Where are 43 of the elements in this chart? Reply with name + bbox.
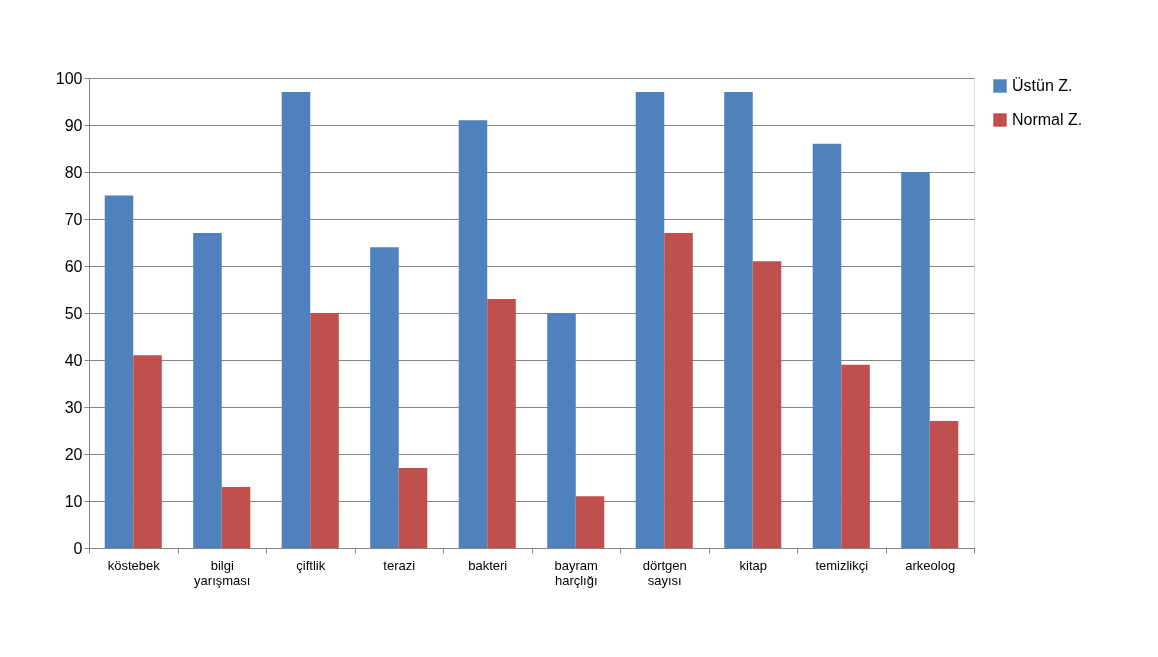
y-tick-label: 70 <box>64 210 83 228</box>
x-tick-label: terazi <box>383 557 416 573</box>
bar <box>724 92 753 548</box>
x-tick-label: bakteri <box>468 557 508 573</box>
bar <box>664 233 693 548</box>
bar <box>547 313 576 548</box>
y-tick-label: 30 <box>64 398 83 416</box>
bar <box>104 195 134 548</box>
bar <box>812 143 842 548</box>
bar <box>752 261 782 548</box>
y-tick-label: 10 <box>64 492 83 510</box>
y-tick-label: 60 <box>64 257 83 275</box>
legend-label: Normal Z. <box>1012 111 1083 128</box>
y-tick-label: 90 <box>64 116 83 134</box>
legend-label: Üstün Z. <box>1012 77 1073 94</box>
y-tick-label: 0 <box>73 539 83 557</box>
bar <box>841 364 870 548</box>
bar <box>221 486 251 548</box>
x-tick-label: arkeolog <box>905 557 956 573</box>
bar <box>398 468 428 548</box>
bar <box>575 496 605 548</box>
bar <box>281 92 311 548</box>
bar <box>458 120 488 548</box>
bar <box>193 233 222 548</box>
x-tick-label: köstebek <box>107 557 161 573</box>
bar <box>370 247 399 548</box>
bar <box>310 313 339 548</box>
y-tick-label: 40 <box>64 351 83 369</box>
bar <box>901 172 930 548</box>
x-tick-label: temizlikçi <box>815 557 869 573</box>
bar <box>635 92 665 548</box>
y-tick-label: 50 <box>64 304 83 322</box>
x-tick-label: bayram harçlığı <box>554 557 598 588</box>
bar <box>133 355 162 548</box>
x-tick-label: dörtgen sayısı <box>642 557 687 588</box>
x-tick-label: kitap <box>739 557 767 573</box>
x-tick-label: çiftlik <box>296 557 326 573</box>
x-tick-label: bilgi yarışması <box>194 557 251 588</box>
bar <box>487 298 516 548</box>
y-tick-label: 100 <box>55 69 83 87</box>
y-tick-label: 20 <box>64 445 83 463</box>
bar <box>929 421 959 548</box>
y-tick-label: 80 <box>64 163 83 181</box>
